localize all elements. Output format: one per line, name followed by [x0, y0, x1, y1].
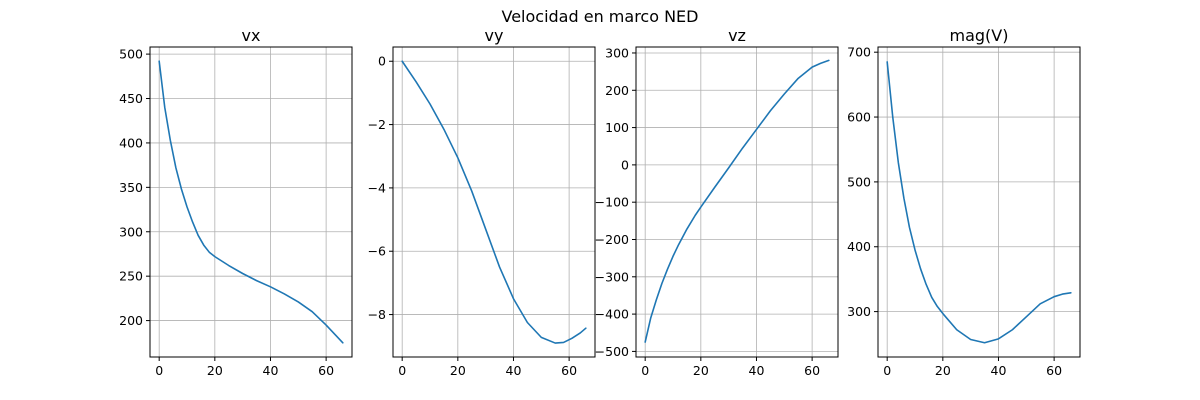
subplot-1: 0 20 40 60 200 250 300 350 400 450 500 vx [119, 26, 353, 378]
grid [878, 47, 1080, 357]
x-tick-label: 0 [641, 363, 649, 378]
x-tick-label: 20 [935, 363, 951, 378]
x-tick-label: 60 [561, 363, 577, 378]
grid [636, 47, 838, 357]
y-tick-label: −100 [595, 195, 629, 210]
x-tick-label: 60 [804, 363, 820, 378]
subplot-4: 0 20 40 60 300 400 500 600 700 mag(V) [847, 26, 1081, 378]
series-line-vz [644, 59, 830, 343]
y-tick-label: −400 [595, 307, 629, 322]
x-tick-label: 20 [450, 363, 466, 378]
y-tick-label: 500 [847, 174, 871, 189]
series-line-vy [401, 60, 587, 344]
y-tick-label: −500 [595, 344, 629, 359]
x-tick-label: 0 [883, 363, 891, 378]
y-tick-label: 300 [605, 45, 629, 60]
y-tick-label: 250 [119, 269, 143, 284]
axes-frame [635, 46, 839, 358]
axes-frame [149, 46, 353, 358]
subplot-title: vx [242, 26, 261, 45]
y-tick-label: 400 [119, 135, 143, 150]
x-tick-label: 20 [693, 363, 709, 378]
y-tick-label: 500 [119, 47, 143, 62]
y-tick-label: −2 [368, 117, 386, 132]
x-tick-label: 60 [1046, 363, 1062, 378]
x-tick-label: 20 [207, 363, 223, 378]
subplot-title: vz [728, 26, 746, 45]
y-tick-label: −300 [595, 269, 629, 284]
y-tick-label: 300 [847, 304, 871, 319]
axes-frame [877, 46, 1081, 358]
x-tick-label: 40 [263, 363, 279, 378]
y-tick-label: −6 [368, 244, 386, 259]
grid [150, 47, 352, 357]
series-line-vx [158, 60, 344, 344]
y-tick-label: 350 [119, 180, 143, 195]
y-tick-label: 600 [847, 110, 871, 125]
y-tick-label: 0 [378, 54, 386, 69]
series-line-magv [886, 61, 1072, 344]
subplot-2: 0 20 40 60 0 −2 −4 −6 −8 vy [368, 26, 596, 378]
y-tick-label: −200 [595, 232, 629, 247]
y-tick-label: −8 [368, 307, 386, 322]
y-tick-label: 0 [621, 157, 629, 172]
y-tick-label: 200 [119, 313, 143, 328]
y-tick-label: 450 [119, 91, 143, 106]
x-tick-label: 40 [991, 363, 1007, 378]
x-tick-label: 40 [506, 363, 522, 378]
subplot-3: 0 20 40 60 −500 −400 −300 −200 −100 0 100 200 300 vz [595, 26, 839, 378]
y-tick-label: 400 [847, 239, 871, 254]
y-tick-label: −4 [368, 180, 386, 195]
x-tick-label: 0 [155, 363, 163, 378]
x-tick-label: 60 [318, 363, 334, 378]
axes-frame [392, 46, 596, 358]
y-tick-label: 100 [605, 120, 629, 135]
x-tick-label: 0 [398, 363, 406, 378]
subplot-title: mag(V) [950, 26, 1009, 45]
subplot-title: vy [485, 26, 504, 45]
y-tick-label: 700 [847, 45, 871, 60]
y-tick-label: 200 [605, 83, 629, 98]
figure-title: Velocidad en marco NED [502, 7, 699, 26]
y-tick-label: 300 [119, 224, 143, 239]
x-tick-label: 40 [749, 363, 765, 378]
